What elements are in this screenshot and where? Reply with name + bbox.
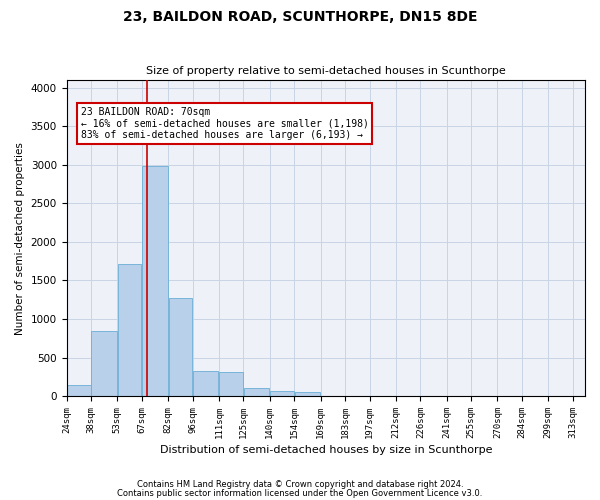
Bar xyxy=(220,372,243,396)
Bar xyxy=(118,264,142,396)
Bar xyxy=(295,392,320,396)
Title: Size of property relative to semi-detached houses in Scunthorpe: Size of property relative to semi-detach… xyxy=(146,66,506,76)
Bar xyxy=(169,298,192,396)
Text: 23 BAILDON ROAD: 70sqm
← 16% of semi-detached houses are smaller (1,198)
83% of : 23 BAILDON ROAD: 70sqm ← 16% of semi-det… xyxy=(80,107,368,140)
Bar xyxy=(142,166,167,396)
Bar xyxy=(270,390,294,396)
Bar xyxy=(244,388,269,396)
Bar xyxy=(67,384,91,396)
Text: Contains HM Land Registry data © Crown copyright and database right 2024.: Contains HM Land Registry data © Crown c… xyxy=(137,480,463,489)
Text: Contains public sector information licensed under the Open Government Licence v3: Contains public sector information licen… xyxy=(118,488,482,498)
X-axis label: Distribution of semi-detached houses by size in Scunthorpe: Distribution of semi-detached houses by … xyxy=(160,445,492,455)
Text: 23, BAILDON ROAD, SCUNTHORPE, DN15 8DE: 23, BAILDON ROAD, SCUNTHORPE, DN15 8DE xyxy=(123,10,477,24)
Bar xyxy=(193,372,218,396)
Bar xyxy=(91,330,117,396)
Y-axis label: Number of semi-detached properties: Number of semi-detached properties xyxy=(15,142,25,334)
